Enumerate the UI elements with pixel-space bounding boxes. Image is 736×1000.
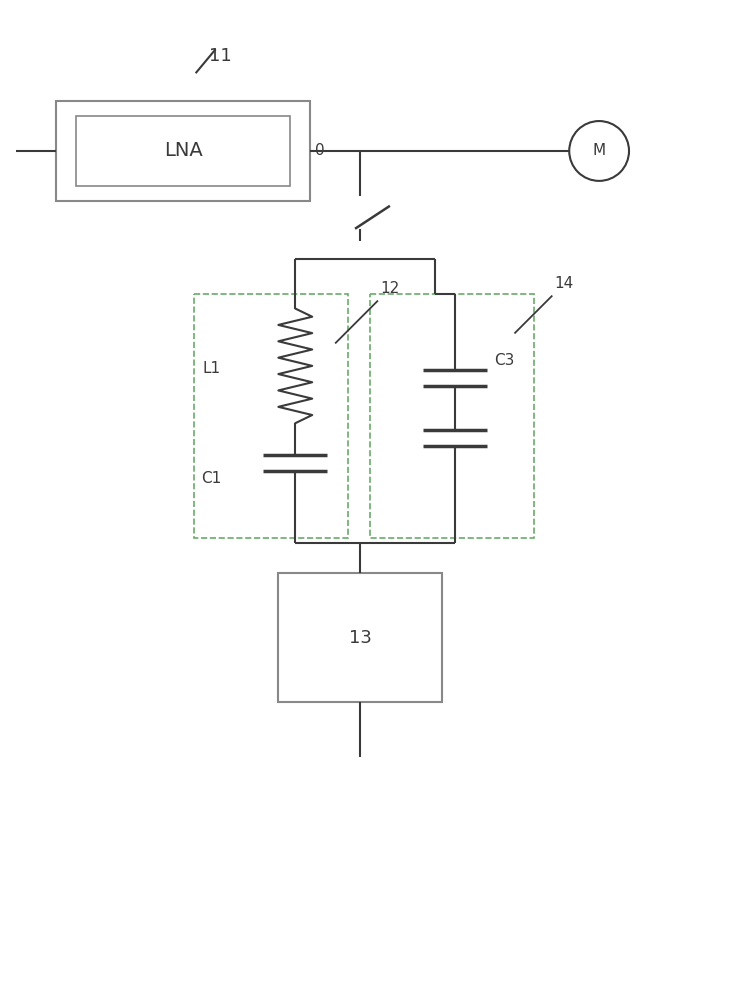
Bar	[278, 573, 442, 702]
Text: 0: 0	[315, 143, 325, 158]
Bar	[370, 294, 534, 538]
Text: 12: 12	[381, 281, 400, 296]
Text: C3: C3	[495, 353, 514, 368]
Text: L1: L1	[202, 361, 221, 376]
Bar	[76, 116, 290, 186]
Text: 14: 14	[555, 276, 574, 291]
Text: M: M	[592, 143, 606, 158]
Bar	[56, 101, 310, 201]
Text: C1: C1	[202, 471, 222, 486]
Bar	[194, 294, 348, 538]
Text: LNA: LNA	[164, 141, 202, 160]
Text: 11: 11	[209, 47, 232, 65]
Text: 13: 13	[349, 629, 372, 647]
